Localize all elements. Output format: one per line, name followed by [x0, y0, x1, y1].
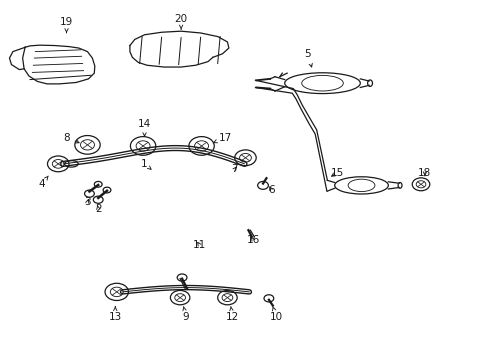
Text: 4: 4	[39, 176, 48, 189]
Text: 1: 1	[141, 159, 151, 169]
Text: 15: 15	[330, 168, 343, 178]
Text: 17: 17	[213, 133, 231, 143]
Text: 3: 3	[84, 197, 91, 207]
Text: 19: 19	[60, 17, 73, 33]
Text: 6: 6	[267, 185, 274, 195]
Text: 18: 18	[417, 168, 430, 178]
Text: 10: 10	[269, 306, 282, 322]
Text: 13: 13	[108, 306, 122, 322]
Text: 5: 5	[304, 49, 312, 67]
Text: 14: 14	[138, 120, 151, 136]
Text: 7: 7	[231, 164, 238, 174]
Text: 2: 2	[95, 204, 102, 214]
Text: 8: 8	[63, 133, 79, 143]
Text: 20: 20	[174, 14, 187, 29]
Text: 11: 11	[193, 240, 206, 250]
Text: 9: 9	[183, 306, 189, 322]
Text: 12: 12	[225, 306, 239, 322]
Text: 16: 16	[246, 235, 259, 245]
